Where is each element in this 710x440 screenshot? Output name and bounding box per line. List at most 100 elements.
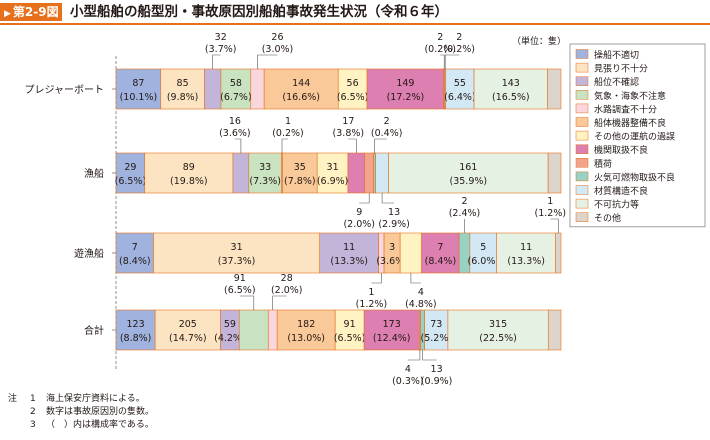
data-label: 17 [342,116,354,127]
callout-line [371,273,382,284]
data-label-pct: (19.8%) [170,176,208,187]
bar-segment [555,232,562,274]
legend-swatch [575,158,589,168]
data-label: 59 [224,319,236,330]
bar-segment [276,309,336,351]
legend-label: 船体機器整備不良 [594,117,666,129]
callout-line [239,295,255,310]
data-label: 58 [230,78,242,89]
data-label: 29 [124,162,136,173]
data-label: 149 [396,78,414,89]
data-label: 35 [294,162,306,173]
data-label: 123 [127,319,145,330]
bar-segment [473,68,548,110]
legend-box [569,43,706,228]
data-label-pct: (1.2%) [356,299,388,310]
data-label: 1 [285,116,291,127]
bar-segment [337,68,368,110]
category-label: プレジャーボート [25,84,105,96]
data-label: 2 [456,32,462,43]
data-label: 16 [229,116,241,127]
note-row: 注 1 海上保安庁資料による。 [8,393,154,406]
callout-line [234,138,242,153]
bar-segment [496,232,556,274]
legend-swatch [575,90,589,100]
callout-line [272,295,287,310]
data-label-pct: (3.8%) [333,128,365,139]
bar-segment [220,68,252,110]
data-label-pct: (17.2%) [387,92,425,103]
data-label: 2 [384,116,390,127]
bar-segment [115,232,154,274]
data-label: 11 [343,242,355,253]
data-label-pct: (12.4%) [373,333,411,344]
data-label: 7 [132,242,138,253]
bar-segment [263,68,339,110]
data-label-pct: (8.4%) [425,256,457,267]
data-label: 32 [215,32,227,43]
data-label: 91 [344,319,356,330]
data-label: 205 [179,319,197,330]
data-label-pct: (1.2%) [535,208,567,219]
bar-segment [153,232,321,274]
bar-segment [366,68,444,110]
legend-swatch [575,198,589,209]
data-label-pct: (3.7%) [205,44,237,55]
data-label-pct: (2.4%) [449,208,481,219]
data-label-pct: (3.0%) [262,44,294,55]
note-number: 1 [30,394,36,404]
data-label-pct: (6.5%) [115,176,147,187]
note-row: 2 数字は事故原因別の隻数。 [8,406,154,419]
bar-segment [421,232,460,274]
data-label-pct: (35.9%) [450,176,488,187]
data-label-pct: (0.9%) [421,376,453,387]
bar-segment [115,152,146,194]
callout-line [359,193,370,204]
data-label: 9 [356,207,362,218]
data-label-pct: (3.6%) [219,128,251,139]
callout-line [257,54,278,69]
legend-swatch [575,185,589,195]
data-label: 144 [292,78,310,89]
callout-line [440,54,445,69]
data-label-pct: (14.7%) [169,333,207,344]
callout-line [381,193,395,204]
bar-segment [424,309,449,351]
data-label-pct: (4.2%) [214,333,246,344]
callout-line [212,54,221,69]
data-label: 1 [368,287,374,298]
bar-segment [334,309,365,351]
legend-label: 不可抗力等 [594,199,639,211]
data-label: 26 [271,32,283,43]
data-label-pct: (6.4%) [444,92,476,103]
data-label-pct: (7.3%) [249,176,281,187]
data-label: 55 [454,78,466,89]
data-label-pct: (10.1%) [120,92,158,103]
note-number: 3 [30,420,36,430]
bar-segment [115,309,156,351]
bar-segment [267,309,278,351]
bar-segment [547,309,562,351]
data-label: 7 [437,242,443,253]
note-text: 海上保安庁資料による。 [46,394,145,404]
bar-segment [347,152,366,194]
bar-segment [420,309,425,351]
category-label: 漁船 [84,167,104,180]
callout-line [407,350,421,361]
bar-segment [250,68,265,110]
data-label-pct: (2.0%) [343,219,375,230]
bar-segment [232,152,250,194]
stacked-bar-chart: （単位：隻）プレジャーボート漁船遊漁船合計87(10.1%)85(9.8%)32… [25,32,706,387]
data-label: 143 [502,78,520,89]
data-label: 161 [459,162,477,173]
data-label-pct: (5.2%) [421,333,453,344]
callout-line [348,138,357,153]
callout-line [410,273,421,284]
data-label-pct: (6.5%) [224,285,256,296]
data-label: 5 [480,242,486,253]
bar-segment [248,152,282,194]
note-head: 注 [8,394,18,404]
data-label: 73 [430,319,442,330]
legend-swatch [575,171,589,182]
data-label: 85 [177,78,189,89]
